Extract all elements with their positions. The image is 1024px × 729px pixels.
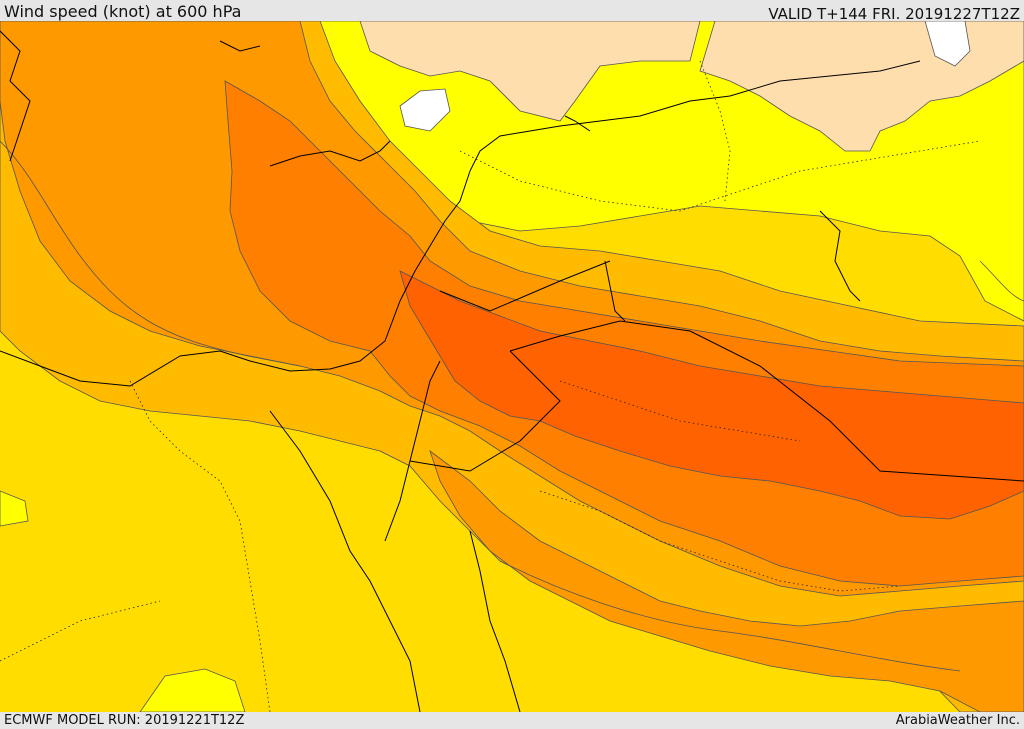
- wind-speed-field: [0, 21, 1024, 712]
- band-yellow-south: [139, 668, 246, 712]
- admin-borders: [0, 60, 981, 712]
- coastlines: [0, 30, 1024, 712]
- band-orange-south: [429, 449, 1024, 712]
- contour-lines: [0, 140, 1024, 672]
- band-peach-north: [359, 21, 701, 122]
- footer-bar: ECMWF MODEL RUN: 20191221T12Z ArabiaWeat…: [0, 712, 1024, 729]
- band-yellow-southwest: [0, 490, 29, 527]
- chart-title: Wind speed (knot) at 600 hPa: [4, 2, 242, 21]
- title-bar: Wind speed (knot) at 600 hPa VALID T+144…: [0, 0, 1024, 23]
- band-white: [399, 88, 451, 132]
- valid-time-label: VALID T+144 FRI. 20191227T12Z: [768, 5, 1020, 23]
- weather-map: [0, 21, 1024, 712]
- band-white-small: [924, 21, 971, 67]
- band-red-orange: [399, 270, 1024, 520]
- credit-label: ArabiaWeather Inc.: [895, 713, 1020, 728]
- model-run-label: ECMWF MODEL RUN: 20191221T12Z: [4, 713, 245, 728]
